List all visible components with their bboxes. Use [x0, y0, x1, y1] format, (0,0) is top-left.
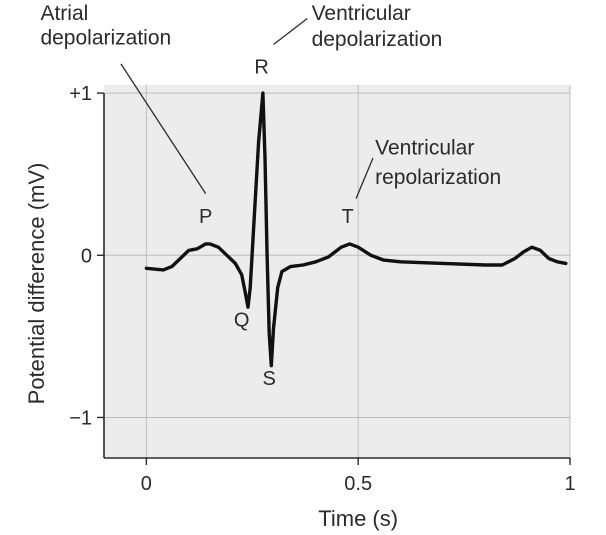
- y-tick-label: −1: [69, 407, 92, 429]
- annotation-s: S: [263, 368, 276, 390]
- tick-marks: [97, 92, 571, 465]
- annotation-depolarization: depolarization: [312, 28, 443, 51]
- x-tick-label: 0: [141, 473, 152, 495]
- x-tick-label: 0.5: [344, 473, 372, 495]
- annotations: PQRSTAtrialdepolarizationVentriculardepo…: [40, 2, 501, 390]
- y-tick-label: 0: [81, 245, 92, 267]
- series-line-0: [144, 91, 568, 368]
- x-tick-label: 1: [564, 473, 575, 495]
- annotation-leaders: [120, 17, 374, 199]
- annotation-p: P: [199, 206, 212, 228]
- y-tick-label: +1: [69, 83, 92, 105]
- leader-line: [355, 157, 374, 199]
- y-axis-label: Potential difference (mV): [24, 163, 49, 405]
- x-axis-label: Time (s): [318, 506, 398, 531]
- leader-line: [120, 63, 207, 195]
- annotation-repolarization: repolarization: [375, 166, 501, 189]
- plot-background: [104, 85, 570, 458]
- tick-labels: 0 0.5 1 +1 0 −1: [69, 83, 575, 495]
- series-group: [144, 91, 568, 368]
- annotation-ventricular: Ventricular: [312, 2, 411, 25]
- leader-line: [273, 17, 308, 45]
- annotation-atrial: Atrial: [40, 2, 88, 25]
- annotation-ventricular: Ventricular: [375, 137, 474, 160]
- annotation-depolarization: depolarization: [40, 26, 171, 49]
- annotation-r: R: [254, 57, 268, 79]
- annotation-q: Q: [234, 310, 250, 332]
- annotation-t: T: [341, 206, 353, 228]
- axes: [103, 93, 570, 459]
